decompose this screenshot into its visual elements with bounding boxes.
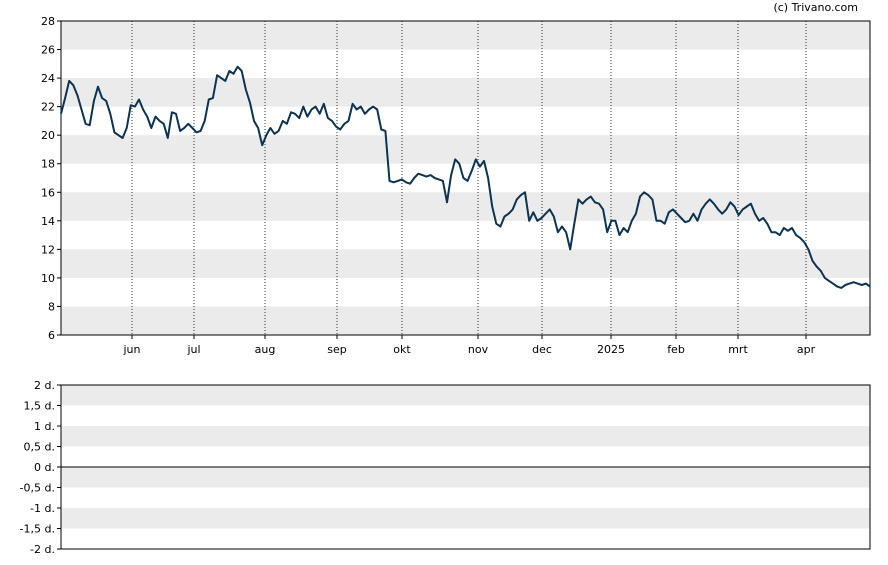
- grid-band: [61, 135, 870, 164]
- y-tick-label: 18: [41, 158, 55, 171]
- grid-band-lower: [61, 508, 870, 529]
- grid-band-lower: [61, 385, 870, 406]
- y-tick-label: 12: [41, 243, 55, 256]
- y-tick-label-lower: -0,5 d.: [20, 482, 55, 495]
- grid-band: [61, 192, 870, 221]
- grid-band-lower: [61, 467, 870, 488]
- price-line: [60, 65, 871, 289]
- lower-plot-frame: [60, 384, 871, 550]
- y-tick-label-lower: 1,5 d.: [24, 400, 55, 413]
- y-tick-label: 16: [41, 186, 55, 199]
- y-tick-label-lower: -2 d.: [30, 543, 55, 556]
- y-tick-label-lower: 0 d.: [34, 461, 55, 474]
- y-tick-label-lower: 0,5 d.: [24, 441, 55, 454]
- x-tick-label: jun: [123, 343, 141, 356]
- y-tick-label: 14: [41, 215, 55, 228]
- x-tick-label: feb: [667, 343, 685, 356]
- x-tick-label: mrt: [728, 343, 748, 356]
- y-tick-label: 22: [41, 101, 55, 114]
- y-tick-label-lower: -1,5 d.: [20, 523, 55, 536]
- x-tick-label: jul: [186, 343, 200, 356]
- grid-band: [61, 249, 870, 278]
- x-tick-label: okt: [393, 343, 411, 356]
- credit-text: (c) Trivano.com: [773, 1, 858, 14]
- y-tick-label: 20: [41, 129, 55, 142]
- x-tick-label: dec: [532, 343, 552, 356]
- x-tick-label: aug: [255, 343, 276, 356]
- x-tick-label: nov: [468, 343, 489, 356]
- y-tick-label-lower: 1 d.: [34, 420, 55, 433]
- x-tick-label: apr: [797, 343, 816, 356]
- y-tick-label: 10: [41, 272, 55, 285]
- grid-band: [61, 21, 870, 50]
- grid-band: [61, 78, 870, 107]
- x-tick-label: sep: [327, 343, 346, 356]
- y-tick-label: 28: [41, 15, 55, 28]
- y-tick-label: 26: [41, 44, 55, 57]
- x-tick-label: 2025: [597, 343, 625, 356]
- y-tick-label: 6: [48, 329, 55, 342]
- y-tick-label: 8: [48, 300, 55, 313]
- y-tick-label: 24: [41, 72, 55, 85]
- grid-band-lower: [61, 426, 870, 447]
- y-tick-label-lower: -1 d.: [30, 502, 55, 515]
- plot-frame: [60, 20, 871, 336]
- y-tick-label-lower: 2 d.: [34, 379, 55, 392]
- grid-band: [61, 306, 870, 335]
